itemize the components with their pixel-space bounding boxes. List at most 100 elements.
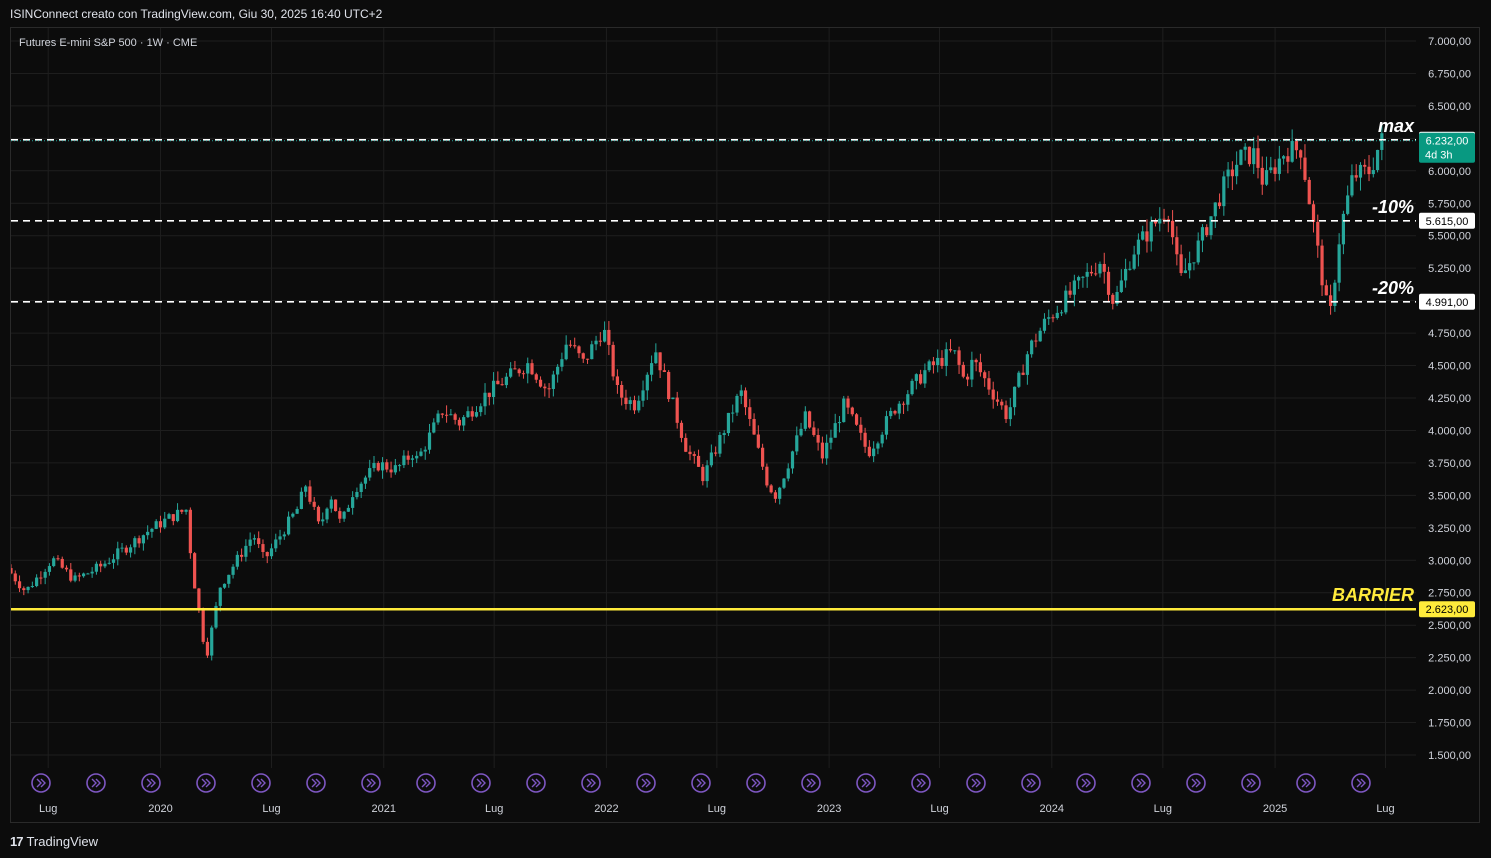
event-marker-arrows [531, 778, 541, 788]
candle-body [991, 389, 995, 400]
candle-body [261, 544, 265, 553]
event-marker-circle [526, 773, 546, 793]
candle-body [81, 573, 86, 577]
candle-body [778, 487, 782, 499]
candle-body [150, 528, 154, 532]
candle-body [1162, 218, 1166, 220]
candle-body [1380, 133, 1384, 150]
candle-body [248, 539, 252, 546]
candle-body [884, 416, 889, 435]
candle-body [987, 378, 991, 390]
time-axis[interactable]: Lug 2020 Lug 2021 Lug 2022 Lug 2023 Lug 2024 Lug 20… [39, 803, 1395, 815]
price-axis[interactable]: 7.000,006.750,006.500,006.250,006.000,00… [1419, 36, 1475, 762]
candle-body [406, 455, 410, 460]
candle-body [649, 363, 654, 375]
candle-body [453, 414, 457, 420]
candle-body [60, 558, 64, 568]
event-marker-arrows [861, 778, 871, 788]
event-marker-arrows [1246, 778, 1256, 788]
candle-body [889, 410, 893, 417]
candle-body [193, 553, 197, 589]
tradingview-footer: 17 TradingView [10, 832, 98, 850]
candle-body [1017, 372, 1021, 387]
candle-body [854, 414, 859, 425]
event-marker-circle [86, 773, 106, 793]
event-marker-arrows [1356, 778, 1366, 788]
candle-body [380, 462, 385, 471]
candle-body [466, 411, 470, 418]
price-tick-label: 2.000,00 [1428, 685, 1471, 697]
candle-body [43, 571, 47, 578]
time-tick-label: 2023 [817, 803, 841, 815]
event-marker-arrows [36, 778, 46, 788]
candle-body [500, 384, 504, 386]
candle-body [376, 463, 380, 471]
symbol-title[interactable]: Futures E-mini S&P 500 · 1W · CME [19, 37, 197, 49]
event-marker-arrows [1301, 778, 1311, 788]
candle-body [39, 577, 43, 579]
price-tick-label: 2.500,00 [1428, 620, 1471, 632]
candle-body [833, 423, 837, 438]
candle-body [931, 361, 936, 366]
candle-body [603, 329, 607, 342]
candle-body [726, 412, 731, 434]
candle-body [1205, 227, 1209, 236]
last-price-tag [1419, 132, 1475, 163]
candle-body [957, 350, 961, 365]
candle-body [457, 419, 462, 426]
event-marker-arrows [256, 778, 266, 788]
candle-body [240, 554, 244, 557]
candle-body [658, 352, 662, 371]
price-tick-label: 3.500,00 [1428, 490, 1471, 502]
chart-frame[interactable]: max -10% -20% BARRIER 7.000,00 6.750,00 6.500… [10, 27, 1480, 823]
candle-body [628, 400, 632, 405]
candle-body [688, 451, 692, 455]
candle-body [410, 458, 415, 460]
event-marker-icon [306, 773, 326, 793]
candle-body [620, 384, 624, 398]
event-marker-icon [1021, 773, 1041, 793]
candle-body [1149, 221, 1153, 242]
candle-body [22, 588, 26, 591]
price-chart[interactable]: max -10% -20% BARRIER 7.000,00 6.750,00 6.500… [11, 28, 1479, 822]
candle-body [17, 581, 22, 589]
candle-body [235, 554, 239, 567]
candle-body [1337, 244, 1341, 283]
candle-body [312, 501, 316, 507]
candle-body [1085, 271, 1089, 277]
event-marker-arrows [366, 778, 376, 788]
candle-body [299, 491, 303, 509]
time-tick-label: Lug [262, 803, 280, 815]
candle-body [1247, 146, 1252, 165]
candle-body [1158, 218, 1162, 224]
event-markers [31, 773, 1371, 793]
candle-body [551, 374, 555, 389]
candle-body [543, 386, 547, 389]
candle-body [1038, 330, 1042, 342]
event-marker-arrows [1026, 778, 1036, 788]
candle-body [598, 340, 602, 342]
event-marker-circle [1076, 773, 1096, 793]
candle-body [556, 366, 560, 375]
price-tick-label: 4.250,00 [1428, 393, 1471, 405]
price-tick-label: 3.250,00 [1428, 523, 1471, 535]
candle-body [483, 392, 487, 407]
time-tick-label: Lug [1154, 803, 1172, 815]
candle-body [773, 492, 778, 499]
candle-body [983, 372, 987, 379]
candle-body [222, 583, 227, 588]
candle-body [1055, 312, 1059, 318]
candle-body [1145, 231, 1149, 242]
candle-body [265, 552, 269, 557]
candle-body [842, 398, 846, 423]
candle-body [69, 569, 73, 581]
event-marker-arrows [146, 778, 156, 788]
candle-body [1222, 176, 1226, 207]
candle-body [547, 388, 551, 390]
candle-body [163, 518, 167, 528]
candle-body [795, 435, 799, 452]
candle-body [201, 610, 205, 642]
event-marker-icon [1131, 773, 1151, 793]
candle-body [594, 340, 598, 345]
candle-body [1192, 262, 1196, 264]
